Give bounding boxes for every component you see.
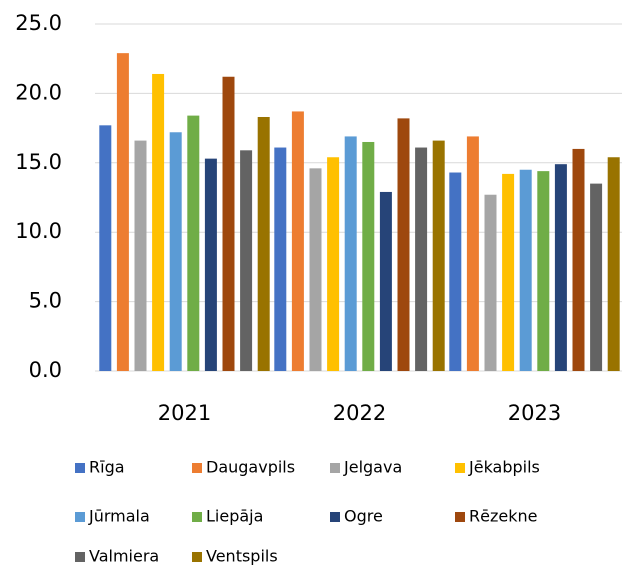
- bar: [99, 125, 112, 371]
- legend-label: Jelgava: [343, 458, 402, 477]
- bar: [204, 158, 217, 371]
- legend-swatch: [330, 463, 340, 473]
- bar: [449, 172, 462, 371]
- legend-swatch: [192, 463, 202, 473]
- y-tick-label: 20.0: [15, 80, 62, 104]
- bar: [134, 140, 147, 371]
- bar: [572, 148, 585, 371]
- y-tick-label: 25.0: [15, 11, 62, 35]
- bar: [291, 111, 304, 371]
- legend-label: Rīga: [89, 458, 125, 477]
- bar: [257, 116, 270, 371]
- legend-swatch: [330, 512, 340, 522]
- y-tick-label: 5.0: [29, 289, 62, 313]
- x-tick-label: 2023: [508, 401, 561, 425]
- legend-label: Daugavpils: [206, 458, 295, 477]
- legend-label: Ventspils: [206, 547, 278, 566]
- y-tick-label: 10.0: [15, 219, 62, 243]
- legend-swatch: [192, 512, 202, 522]
- bar: [309, 168, 322, 371]
- bar: [502, 173, 515, 371]
- bar: [607, 157, 620, 371]
- x-tick-label: 2021: [158, 401, 211, 425]
- legend-swatch: [75, 463, 85, 473]
- bar: [116, 53, 129, 371]
- bar: [362, 141, 375, 371]
- legend-label: Valmiera: [89, 547, 159, 566]
- bar: [415, 147, 428, 371]
- legend-swatch: [75, 512, 85, 522]
- legend-label: Jēkabpils: [468, 458, 540, 477]
- bar: [432, 140, 445, 371]
- legend-swatch: [192, 552, 202, 562]
- y-tick-label: 15.0: [15, 150, 62, 174]
- legend-swatch: [75, 552, 85, 562]
- bar: [554, 164, 567, 371]
- legend-label: Rēzekne: [469, 507, 537, 526]
- bar: [152, 73, 165, 371]
- bar: [590, 183, 603, 371]
- bar: [187, 115, 200, 371]
- legend-label: Ogre: [344, 507, 383, 526]
- bar: [327, 157, 340, 371]
- y-tick-label: 0.0: [29, 358, 62, 382]
- bar: [344, 136, 357, 371]
- bar: [379, 191, 392, 371]
- bar: [537, 171, 550, 371]
- bar: [484, 194, 497, 371]
- x-tick-label: 2022: [333, 401, 386, 425]
- legend-swatch: [455, 512, 465, 522]
- legend-swatch: [455, 463, 465, 473]
- legend-label: Jūrmala: [88, 507, 150, 526]
- bar: [466, 136, 479, 371]
- legend-label: Liepāja: [206, 507, 263, 526]
- bar: [397, 118, 410, 371]
- bar: [519, 169, 532, 371]
- bar: [240, 150, 253, 371]
- bar: [222, 76, 235, 371]
- bar: [274, 147, 287, 371]
- bar: [169, 132, 182, 371]
